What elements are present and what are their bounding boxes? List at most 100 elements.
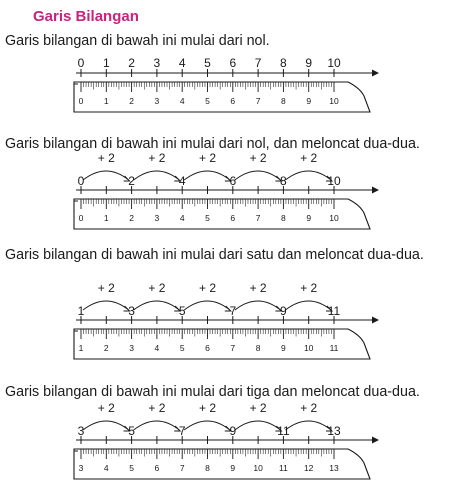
number-line-label: 1	[103, 56, 110, 70]
hop-label: + 2	[250, 151, 267, 165]
hop-label: + 2	[300, 281, 317, 295]
number-line-label: 7	[179, 424, 186, 438]
hop-arc	[285, 300, 332, 311]
ruler-label: 7	[180, 463, 185, 473]
ruler-label: 3	[155, 96, 160, 106]
ruler-label: 1	[79, 343, 84, 353]
hop-label: + 2	[98, 401, 115, 415]
ruler-label: 9	[306, 96, 311, 106]
ruler-label: 5	[129, 463, 134, 473]
hop-arrowhead	[275, 305, 283, 312]
ruler-label: 9	[306, 213, 311, 223]
hop-arc	[82, 300, 129, 311]
ruler-label: 9	[230, 463, 235, 473]
hop-arrowhead	[326, 175, 334, 182]
hop-label: + 2	[199, 151, 216, 165]
number-line-label: 0	[78, 56, 85, 70]
number-line-label: 9	[280, 304, 287, 318]
axis-arrow	[372, 316, 379, 324]
hop-arc	[183, 420, 231, 431]
hop-arc	[133, 170, 180, 181]
hop-arc	[82, 420, 129, 431]
number-line-label: 4	[179, 174, 186, 188]
axis-arrow	[372, 69, 379, 77]
ruler-label: 2	[129, 213, 134, 223]
ruler-label: 0	[79, 213, 84, 223]
ruler-label: 5	[205, 213, 210, 223]
ruler-label: 2	[129, 96, 134, 106]
number-line-label: 9	[229, 424, 236, 438]
ruler-label: 8	[256, 343, 261, 353]
hop-label: + 2	[300, 401, 317, 415]
number-line-label: 8	[280, 56, 287, 70]
ruler-label: 4	[180, 213, 185, 223]
hop-label: + 2	[148, 401, 165, 415]
number-line-figure-1: 0 1 2 3 4 5 6 7 8 9 10 0 1 2 3 4 5 6 7 8 9 10	[73, 56, 379, 113]
section-3-text: Garis bilangan di bawah ini mulai dari s…	[5, 247, 424, 263]
ruler-label: 7	[230, 343, 235, 353]
ruler-body	[73, 198, 371, 230]
ruler-label: 8	[281, 96, 286, 106]
axis-arrow	[372, 186, 379, 194]
number-line-label: 2	[128, 56, 135, 70]
hop-arrowhead	[123, 175, 131, 182]
hop-arrowhead	[275, 425, 283, 432]
number-line-figure-3: 1 3 5 7 9 11 + 2 + 2 + 2 + 2 + 2 1 2 3 4 5 6 7 8 9 10 11	[73, 281, 379, 360]
hop-label: + 2	[199, 281, 216, 295]
hop-arrowhead	[174, 425, 182, 432]
ruler-label: 1	[104, 213, 109, 223]
hop-arc	[183, 170, 231, 181]
ruler-label: 11	[330, 343, 339, 353]
number-line-label: 10	[327, 174, 341, 188]
number-line-label: 5	[128, 424, 135, 438]
number-line-label: 9	[305, 56, 312, 70]
number-line-label: 5	[179, 304, 186, 318]
hop-arrowhead	[224, 425, 232, 432]
number-line-label: 3	[154, 56, 161, 70]
ruler-label: 13	[329, 463, 339, 473]
hop-arc	[82, 170, 129, 181]
number-line-label: 8	[280, 174, 287, 188]
hop-arrowhead	[326, 305, 334, 312]
number-line-label: 4	[179, 56, 186, 70]
ruler-label: 5	[205, 96, 210, 106]
number-line-label: 3	[128, 304, 135, 318]
hop-label: + 2	[98, 281, 115, 295]
number-line-label: 7	[255, 56, 262, 70]
number-line-label: 6	[229, 174, 236, 188]
ruler-label: 7	[256, 96, 261, 106]
hop-arrowhead	[224, 305, 232, 312]
ruler-label: 6	[155, 463, 160, 473]
ruler-label: 10	[304, 343, 314, 353]
ruler-label: 12	[304, 463, 314, 473]
axis-arrow	[372, 436, 379, 444]
hop-arrowhead	[224, 175, 232, 182]
ruler-label: 4	[180, 96, 185, 106]
hop-arc	[234, 420, 281, 431]
hop-label: + 2	[199, 401, 216, 415]
number-line-label: 13	[327, 424, 341, 438]
ruler-label: 3	[129, 343, 134, 353]
hop-label: + 2	[250, 401, 267, 415]
number-line-label: 1	[78, 304, 85, 318]
hop-arc	[285, 170, 332, 181]
ruler-label: 0	[79, 96, 84, 106]
number-line-label: 11	[328, 304, 341, 318]
number-line-figure-4: 3 5 7 9 11 13 + 2 + 2 + 2 + 2 + 2 3 4 5 6 7 8 9 10 11 12 13	[73, 401, 379, 480]
ruler-label: 10	[253, 463, 263, 473]
ruler-label: 6	[230, 213, 235, 223]
hop-label: + 2	[300, 151, 317, 165]
page-title: Garis Bilangan	[33, 8, 139, 25]
ruler-label: 3	[155, 213, 160, 223]
hop-arrowhead	[326, 425, 334, 432]
hop-arrowhead	[174, 305, 182, 312]
number-line-label: 5	[204, 56, 211, 70]
hop-arc	[133, 420, 180, 431]
number-line-label: 11	[277, 424, 290, 438]
ruler-label: 8	[281, 213, 286, 223]
ruler-label: 4	[155, 343, 160, 353]
number-line-label: 7	[229, 304, 236, 318]
ruler-body	[73, 81, 371, 113]
hop-arrowhead	[123, 305, 131, 312]
ruler-label: 10	[329, 213, 339, 223]
